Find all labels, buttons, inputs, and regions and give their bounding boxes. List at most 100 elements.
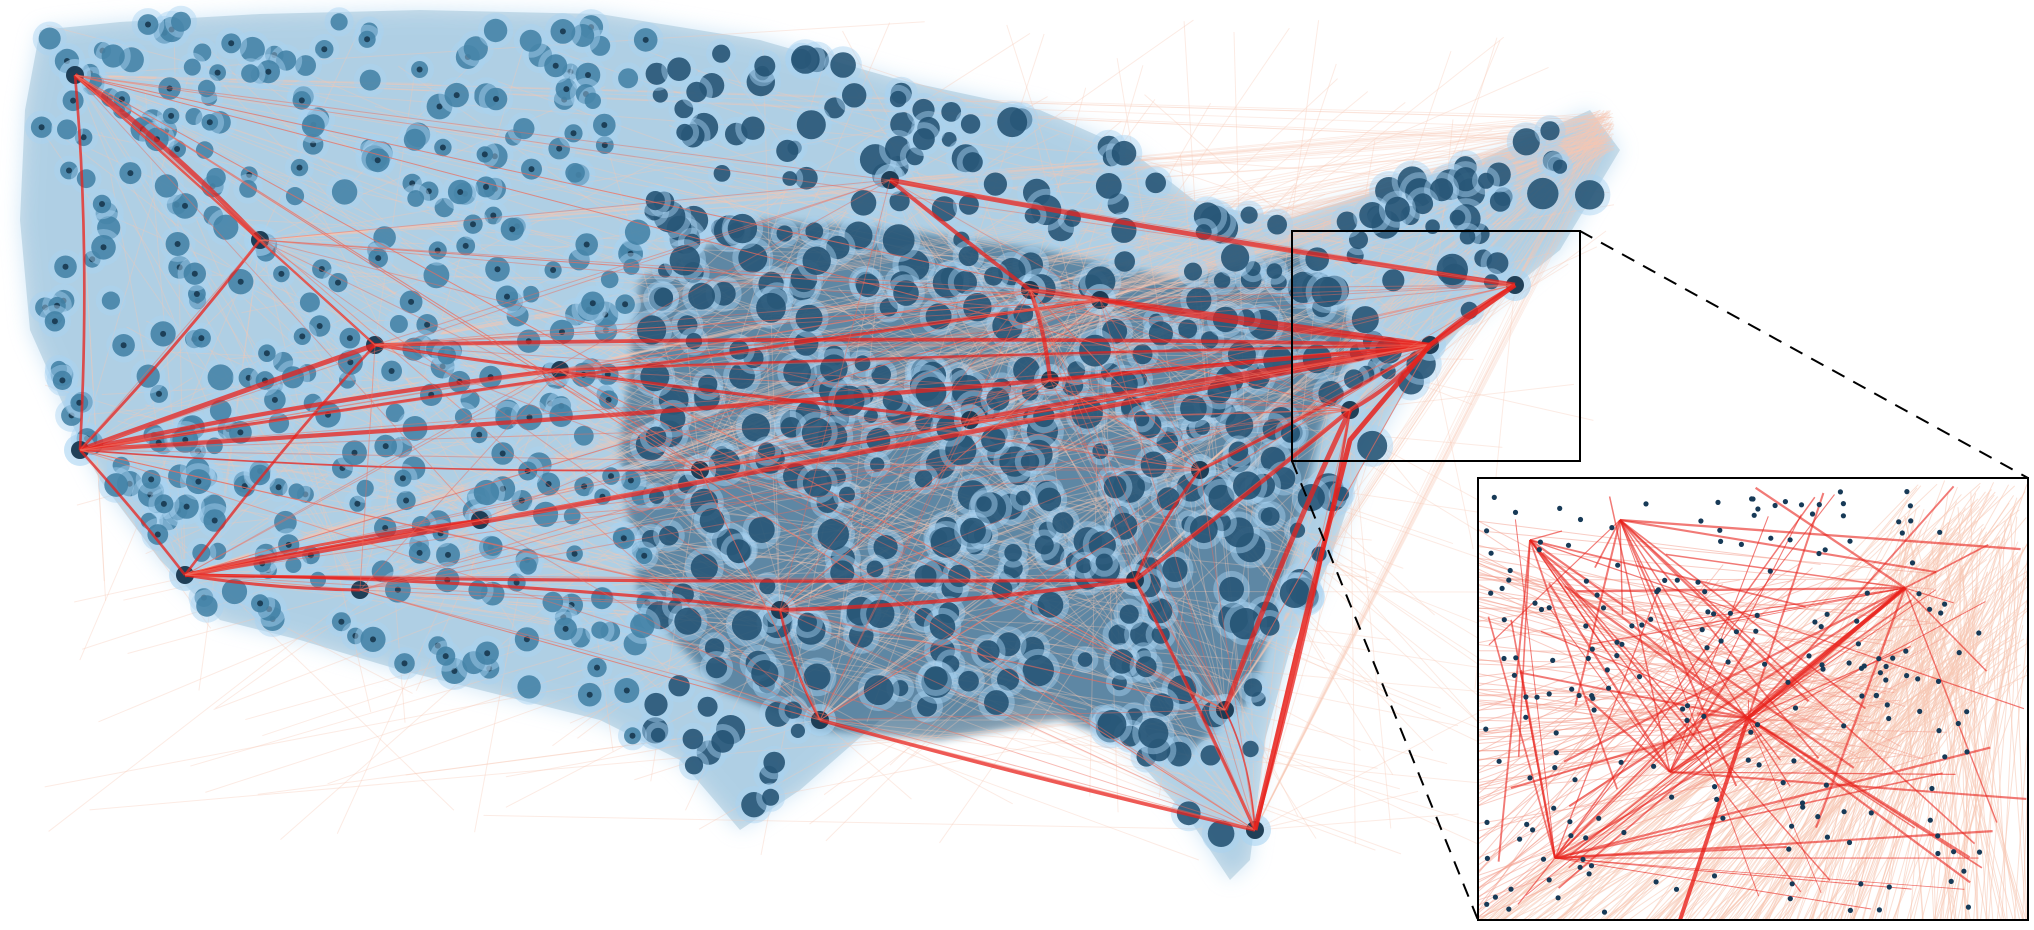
bundled-route <box>374 343 971 422</box>
inset-faint-route <box>1555 678 1943 920</box>
inset-faint-route <box>1478 544 1771 621</box>
inset-airport-dot <box>1702 589 1708 595</box>
node-blob <box>763 751 785 774</box>
secondary-route <box>779 289 1031 611</box>
node-core <box>453 92 460 99</box>
secondary-route <box>79 299 1101 451</box>
inset-airport-dot <box>1704 645 1710 651</box>
secondary-route <box>969 379 1051 421</box>
zoom-connector-top <box>1579 230 2029 479</box>
inset-airport-dot <box>1568 833 1574 839</box>
bundled-route <box>1029 287 1431 348</box>
inset-airport-dot <box>1654 589 1660 595</box>
node-core <box>509 226 516 233</box>
inset-airport-dot <box>1601 909 1608 915</box>
node-core <box>271 396 278 403</box>
inset-airport-dot <box>1530 827 1536 833</box>
node-blob <box>892 680 909 697</box>
inset-airport-dot <box>1841 723 1847 729</box>
inset-airport-dot <box>1496 758 1502 764</box>
inset-airport-dot <box>1806 653 1812 659</box>
node-blob <box>1103 475 1127 499</box>
bundled-route <box>184 518 481 577</box>
faint-route <box>699 372 1434 471</box>
inset-airport-dot <box>1935 833 1941 839</box>
inset-route <box>1669 599 1912 773</box>
node-blob <box>650 727 666 743</box>
node-core <box>457 189 464 195</box>
faint-route <box>79 449 1200 861</box>
node-blob <box>1267 214 1287 235</box>
inset-airport-dot <box>1484 819 1490 826</box>
inset-route <box>1488 519 1621 646</box>
node-blob <box>653 287 674 307</box>
node-core <box>346 335 353 342</box>
inset-airport-dot <box>1751 512 1757 518</box>
node-core <box>257 600 264 607</box>
node-blob <box>1219 576 1244 602</box>
node-blob <box>1359 202 1386 229</box>
faint-route <box>610 419 971 472</box>
node-blob <box>1240 206 1258 224</box>
bundled-route <box>184 573 781 612</box>
inset-route <box>1904 587 1954 604</box>
node-core <box>375 255 382 262</box>
secondary-route <box>699 299 1101 471</box>
inset-airport-dot <box>1705 609 1711 615</box>
secondary-route <box>1049 379 1201 471</box>
node-core <box>394 586 401 593</box>
node-blob <box>1108 624 1130 646</box>
inset-airport-dot <box>1725 659 1731 665</box>
node-blob <box>549 403 573 427</box>
inset-faint-route <box>1912 617 1956 920</box>
node-blob <box>1281 423 1300 443</box>
inset-faint-route <box>2022 758 2028 920</box>
inset-faint-route <box>1590 566 1998 920</box>
inset-faint-route <box>1478 667 1930 898</box>
secondary-route <box>79 289 1031 451</box>
node-blob <box>794 331 819 356</box>
faint-route <box>184 574 1015 650</box>
secondary-route <box>1099 299 1201 471</box>
node-blob <box>762 788 780 806</box>
inset-airport-dot <box>1619 641 1625 647</box>
bundled-route <box>1028 289 1052 381</box>
node-blob <box>1552 159 1568 174</box>
faint-route <box>699 469 1290 632</box>
node-blob <box>454 408 473 426</box>
node-blob <box>1088 531 1116 559</box>
node-core <box>62 263 69 270</box>
node-core <box>54 302 60 309</box>
inset-airport-dot <box>1767 568 1773 574</box>
node-core <box>99 201 105 207</box>
secondary-route <box>79 449 1226 711</box>
inset-airport-dot <box>1815 814 1821 820</box>
node-blob <box>359 69 381 91</box>
node-blob <box>863 675 894 706</box>
faint-route <box>259 145 1609 241</box>
inset-airport-dot <box>1567 819 1573 825</box>
node-blob <box>941 102 962 122</box>
inset-route <box>1669 514 1802 773</box>
zoom-connector-bottom <box>1291 460 1479 921</box>
node-blob <box>931 196 958 222</box>
secondary-route <box>479 519 821 721</box>
node-core <box>523 636 530 643</box>
secondary-route <box>559 289 1031 371</box>
faint-route <box>79 145 1600 451</box>
faint-route <box>259 86 606 241</box>
node-blob <box>407 190 425 207</box>
inset-route <box>1584 695 1671 773</box>
secondary-route <box>1029 289 1256 831</box>
faint-route <box>79 449 189 550</box>
inset-airport-dot <box>1551 805 1557 811</box>
node-blob <box>839 486 855 503</box>
inset-airport-dot <box>1780 780 1786 786</box>
faint-route <box>1049 121 1612 381</box>
node-blob <box>206 167 226 188</box>
node-blob <box>1357 430 1388 461</box>
secondary-route <box>1134 469 1201 581</box>
inset-airport-dot <box>1824 834 1830 840</box>
secondary-route <box>819 469 1201 721</box>
node-core <box>193 291 200 297</box>
